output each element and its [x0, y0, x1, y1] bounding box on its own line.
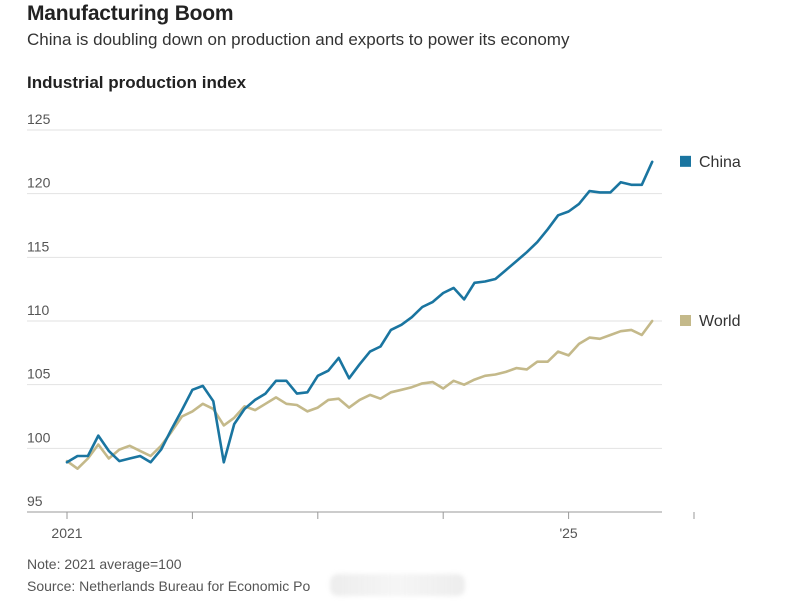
x-tick-label: 2021: [51, 525, 82, 541]
legend-label-china: China: [699, 154, 741, 171]
y-tick-label: 95: [27, 493, 43, 509]
legend: China World: [680, 154, 741, 330]
x-tick-label: '25: [559, 525, 577, 541]
chart-subtitle: China is doubling down on production and…: [27, 30, 570, 49]
grid-lines: [27, 129, 662, 513]
x-ticks: 2021 '25: [51, 512, 695, 541]
y-tick-label: 110: [27, 302, 50, 318]
y-tick-labels: 125 120 115 110 105 100 95: [27, 111, 51, 509]
chart-title: Manufacturing Boom: [27, 2, 234, 25]
chart-note: Note: 2021 average=100: [27, 556, 182, 572]
chart-source: Source: Netherlands Bureau for Economic …: [27, 578, 311, 594]
y-axis-label: Industrial production index: [27, 73, 247, 92]
legend-swatch-world: [680, 315, 691, 326]
y-tick-label: 120: [27, 175, 51, 191]
y-tick-label: 100: [27, 429, 51, 445]
legend-label-world: World: [699, 313, 741, 330]
series-lines: [65, 160, 654, 471]
series-line-world: [65, 319, 654, 471]
watermark-blur: [330, 574, 465, 596]
series-line-china: [65, 160, 654, 464]
y-tick-label: 115: [27, 238, 50, 254]
y-tick-label: 105: [27, 366, 51, 382]
y-tick-label: 125: [27, 111, 51, 127]
legend-swatch-china: [680, 155, 691, 167]
